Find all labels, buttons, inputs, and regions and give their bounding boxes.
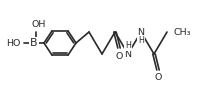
Text: OH: OH [32, 20, 46, 28]
Text: HO: HO [6, 39, 20, 48]
Text: N: N [138, 28, 144, 36]
Text: H: H [125, 41, 131, 50]
Text: O: O [115, 52, 123, 61]
Text: CH₃: CH₃ [173, 28, 190, 36]
Text: B: B [30, 38, 38, 48]
Text: H: H [138, 36, 144, 45]
Text: N: N [125, 49, 131, 58]
Text: O: O [154, 73, 162, 82]
